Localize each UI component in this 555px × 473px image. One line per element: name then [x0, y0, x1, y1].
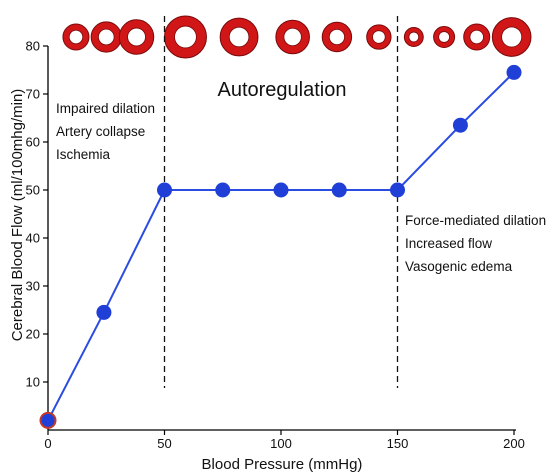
data-point — [452, 117, 468, 133]
vessel-ring — [62, 23, 90, 51]
x-tick-label: 50 — [157, 436, 171, 451]
right-annotation-line-3: Vasogenic edema — [405, 259, 513, 274]
y-ticks: 10 20 30 40 50 60 70 80 — [26, 39, 48, 390]
vessel-ring — [433, 26, 456, 48]
data-point — [39, 411, 57, 429]
left-annotation-line-3: Ischemia — [56, 147, 111, 162]
data-point — [273, 182, 289, 198]
vessel-ring — [321, 21, 353, 53]
vessel-ring — [90, 21, 122, 53]
data-point — [390, 182, 405, 198]
y-tick-label: 50 — [26, 183, 40, 198]
right-annotation-line-1: Force-mediated dilation — [405, 213, 546, 228]
vessel-ring — [163, 15, 207, 59]
vessel-lumen — [174, 25, 197, 49]
vessel-ring — [403, 27, 424, 47]
vessel-ring — [491, 17, 532, 57]
left-annotation-line-2: Artery collapse — [56, 124, 145, 139]
vessel-diagram — [62, 15, 532, 59]
y-tick-label: 20 — [26, 327, 40, 342]
right-annotation-line-2: Increased flow — [405, 236, 492, 251]
data-point — [506, 64, 522, 80]
y-tick-label: 80 — [26, 39, 40, 54]
reference-lines — [163, 16, 399, 388]
vessel-lumen — [501, 26, 523, 48]
vessel-lumen — [97, 28, 115, 46]
vessel-lumen — [328, 28, 345, 46]
data-point — [215, 182, 231, 198]
autoregulation-label: Autoregulation — [218, 79, 347, 101]
x-tick-label: 0 — [44, 436, 51, 451]
vessel-ring — [275, 19, 310, 55]
vessel-lumen — [127, 27, 146, 47]
vessel-lumen — [408, 31, 420, 43]
data-point — [331, 182, 347, 198]
y-tick-label: 10 — [26, 375, 40, 390]
vessel-lumen — [372, 30, 386, 44]
y-tick-label: 70 — [26, 87, 40, 102]
vessel-lumen — [283, 27, 302, 47]
y-tick-label: 40 — [26, 231, 40, 246]
vessel-lumen — [68, 29, 84, 45]
vessel-ring — [463, 23, 491, 51]
y-tick-label: 60 — [26, 135, 40, 150]
vessel-lumen — [469, 29, 484, 45]
vessel-ring — [219, 17, 259, 57]
y-tick-label: 30 — [26, 279, 40, 294]
vessel-ring — [366, 24, 392, 50]
x-tick-label: 100 — [270, 436, 292, 451]
series — [39, 64, 522, 429]
vessel-lumen — [228, 26, 250, 48]
left-annotation-line-1: Impaired dilation — [56, 101, 155, 116]
y-axis-title: Cerebral Blood Flow (ml/100mhg/min) — [9, 89, 26, 342]
vessel-lumen — [438, 31, 450, 43]
x-tick-label: 150 — [387, 436, 409, 451]
data-point — [96, 304, 112, 320]
vessel-ring — [118, 19, 155, 55]
data-point — [157, 182, 172, 198]
x-axis-title: Blood Pressure (mmHg) — [202, 456, 363, 473]
x-tick-label: 200 — [503, 436, 525, 451]
x-ticks: 0 50 100 150 200 — [44, 430, 525, 451]
